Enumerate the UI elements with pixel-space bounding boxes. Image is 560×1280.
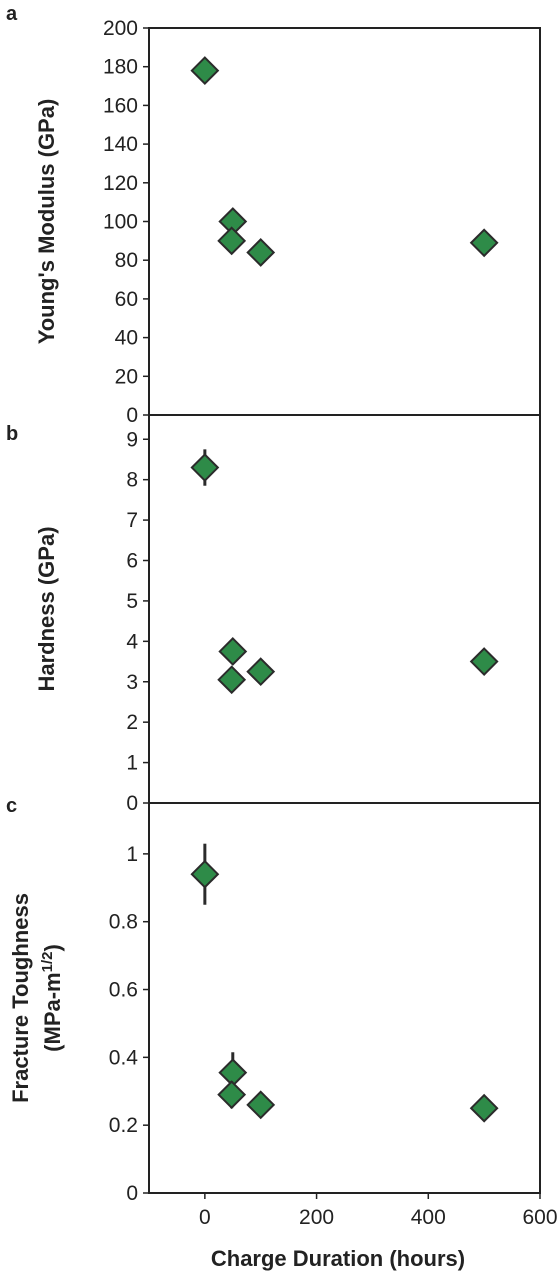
- panel-b-y-ticks: 0 1 2 3 4 5 6 7 8 9: [126, 428, 149, 815]
- panel-c-y-axis-label-close: ): [40, 944, 65, 951]
- y-tick-label: 0: [126, 404, 138, 427]
- y-tick-label: 200: [103, 17, 138, 40]
- x-tick-label: 0: [199, 1206, 211, 1229]
- y-tick-label: 160: [103, 94, 138, 117]
- y-tick-label: 0.8: [109, 911, 138, 934]
- x-axis-ticks: 0 200 400 600: [199, 1193, 558, 1229]
- x-tick-label: 400: [411, 1206, 446, 1229]
- x-tick-label: 600: [522, 1206, 557, 1229]
- data-point-marker: [190, 453, 220, 482]
- data-point-marker: [218, 637, 248, 666]
- y-tick-label: 0.6: [109, 979, 138, 1002]
- y-tick-label: 40: [115, 327, 138, 350]
- data-point-marker: [469, 647, 499, 676]
- y-tick-label: 120: [103, 172, 138, 195]
- data-point-marker: [246, 657, 276, 687]
- y-tick-label: 9: [126, 428, 138, 451]
- panel-c-y-axis-label-line1: Fracture Toughness: [8, 893, 33, 1103]
- panel-c-y-axis-label-units: (MPa-m: [40, 972, 65, 1051]
- panel-c-y-ticks: 0 0.2 0.4 0.6 0.8 1: [109, 843, 149, 1205]
- x-tick-label: 200: [299, 1206, 334, 1229]
- y-tick-label: 140: [103, 133, 138, 156]
- y-tick-label: 20: [115, 365, 138, 388]
- panel-frame-c: [148, 802, 541, 1194]
- panel-frames: [148, 27, 541, 1194]
- y-tick-label: 0.2: [109, 1114, 138, 1137]
- panel-c-y-axis-label-exponent: 1/2: [39, 952, 56, 973]
- panel-b-letter: b: [6, 423, 18, 445]
- y-tick-label: 60: [115, 288, 138, 311]
- panel-a-youngs-modulus: a Young's Modulus (GPa) 0 20 40 60 80 100 120 1…: [6, 3, 499, 427]
- panel-a-letter: a: [6, 3, 18, 25]
- data-point-marker: [246, 238, 276, 267]
- y-tick-label: 3: [126, 671, 138, 694]
- data-point-marker: [217, 226, 247, 256]
- panel-a-y-axis-label: Young's Modulus (GPa): [34, 99, 59, 345]
- y-tick-label: 0: [126, 1182, 138, 1205]
- y-tick-label: 0.4: [109, 1046, 139, 1069]
- y-tick-label: 8: [126, 469, 138, 492]
- y-tick-label: 6: [126, 550, 138, 573]
- y-tick-label: 1: [126, 843, 138, 866]
- data-point-marker: [469, 228, 499, 258]
- y-tick-label: 4: [126, 630, 138, 653]
- y-tick-label: 180: [103, 56, 138, 79]
- data-point-marker: [469, 1093, 499, 1123]
- y-tick-label: 80: [115, 249, 138, 272]
- data-point-marker: [217, 1080, 247, 1110]
- data-point-marker: [190, 56, 220, 85]
- panel-c-fracture-toughness: c Fracture Toughness (MPa-m1/2) 00.20.40…: [6, 795, 558, 1271]
- y-tick-label: 1: [126, 752, 138, 775]
- y-tick-label: 5: [126, 590, 138, 613]
- panel-a-markers: [190, 56, 499, 267]
- panel-c-y-axis-label-line2: (MPa-m1/2): [39, 944, 65, 1052]
- y-tick-label: 2: [126, 711, 138, 734]
- panel-frame-a: [148, 27, 541, 416]
- y-tick-label: 100: [103, 211, 138, 234]
- panel-a-y-ticks: 0 20 40 60 80 100 120 140 160 180 200: [103, 17, 149, 427]
- panel-b-markers: [190, 449, 499, 695]
- panel-c-letter: c: [6, 795, 17, 817]
- x-axis-label: Charge Duration (hours): [211, 1246, 465, 1271]
- data-point-marker: [246, 1090, 276, 1120]
- y-tick-label: 7: [126, 509, 138, 532]
- panel-b-hardness: b Hardness (GPa) 0 1 2 3 4 5 6 7 8 9: [6, 423, 499, 815]
- panel-b-y-axis-label: Hardness (GPa): [34, 526, 59, 691]
- panel-c-markers: [190, 843, 499, 1123]
- y-tick-label: 0: [126, 792, 138, 815]
- data-point-marker: [190, 859, 220, 889]
- data-point-marker: [217, 665, 247, 695]
